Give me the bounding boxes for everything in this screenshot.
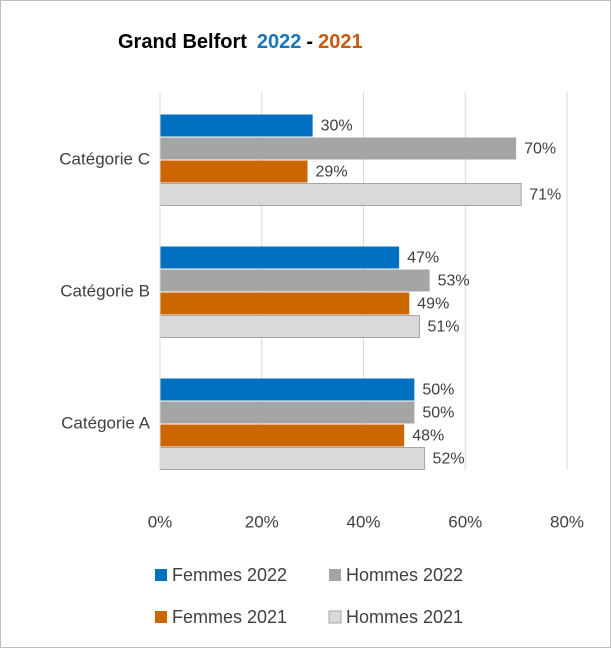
x-tick-label: 0% bbox=[148, 512, 173, 531]
x-tick-label: 40% bbox=[346, 512, 380, 531]
data-label: 49% bbox=[417, 296, 449, 313]
data-label: 52% bbox=[433, 451, 465, 468]
bar bbox=[159, 183, 522, 206]
bar bbox=[160, 292, 410, 315]
x-tick-label: 60% bbox=[448, 512, 482, 531]
legend-label: Hommes 2021 bbox=[346, 607, 463, 627]
bar bbox=[159, 447, 426, 470]
bar bbox=[160, 401, 415, 424]
bar bbox=[160, 378, 415, 401]
data-label: 30% bbox=[321, 118, 353, 135]
y-tick-label: Catégorie C bbox=[59, 149, 150, 168]
data-label: 47% bbox=[407, 250, 439, 267]
data-label: 29% bbox=[316, 164, 348, 181]
title-part: Grand Belfort bbox=[118, 31, 247, 53]
y-tick-label: Catégorie B bbox=[60, 281, 150, 300]
title-part: 2022 bbox=[257, 31, 302, 53]
bar bbox=[160, 114, 313, 137]
bar bbox=[160, 160, 308, 183]
bar bbox=[160, 137, 517, 160]
legend-swatch bbox=[328, 610, 342, 624]
bar bbox=[160, 424, 405, 447]
legend-swatch bbox=[155, 569, 167, 581]
data-label: 53% bbox=[438, 273, 470, 290]
chart-title: Grand Belfort 2022-2021 bbox=[118, 31, 363, 53]
bar bbox=[160, 269, 430, 292]
data-label: 71% bbox=[529, 187, 561, 204]
x-tick-label: 20% bbox=[245, 512, 279, 531]
data-label: 51% bbox=[427, 319, 459, 336]
legend-swatch bbox=[155, 611, 167, 623]
bar bbox=[159, 315, 420, 338]
title-part: 2021 bbox=[318, 31, 363, 53]
data-label: 50% bbox=[422, 382, 454, 399]
y-tick-label: Catégorie A bbox=[61, 413, 150, 432]
title-part: - bbox=[306, 31, 313, 53]
data-label: 70% bbox=[524, 141, 556, 158]
data-label: 50% bbox=[422, 405, 454, 422]
legend-label: Femmes 2021 bbox=[172, 607, 287, 627]
data-label: 48% bbox=[412, 428, 444, 445]
legend-label: Hommes 2022 bbox=[346, 565, 463, 585]
bar bbox=[160, 246, 400, 269]
x-tick-label: 80% bbox=[550, 512, 584, 531]
legend-swatch bbox=[329, 569, 341, 581]
legend-label: Femmes 2022 bbox=[172, 565, 287, 585]
